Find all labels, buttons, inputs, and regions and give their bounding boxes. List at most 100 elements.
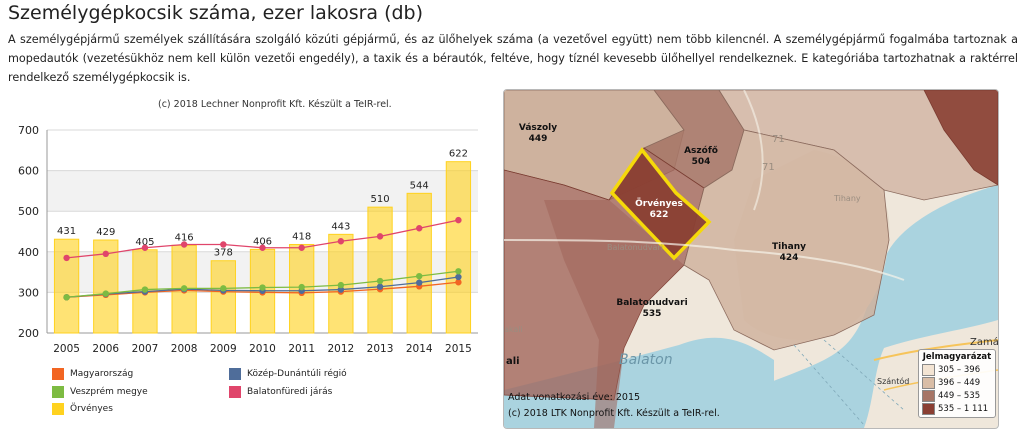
map-road xyxy=(504,239,905,281)
cars-per-thousand-chart: 200 300 400 500 600 700 431 429 405 416 378 406 418 4… xyxy=(18,124,478,355)
series-point xyxy=(220,285,227,292)
legend-item-orvenyes[interactable]: Örvényes xyxy=(52,403,113,415)
region-far-east[interactable] xyxy=(923,90,998,186)
grid-band xyxy=(47,170,478,212)
bar-orvenyes xyxy=(53,238,80,334)
region-name: Örvényes xyxy=(635,199,683,209)
legend-label: Magyarország xyxy=(70,369,134,379)
x-tick-label: 2011 xyxy=(288,343,315,355)
region-name: Aszófő xyxy=(684,146,718,156)
map-legend-row: 535 – 1 111 xyxy=(922,402,992,415)
region-value: 449 xyxy=(528,134,548,144)
series-point xyxy=(298,244,305,251)
series-point xyxy=(180,285,188,292)
map-lake-balaton xyxy=(504,337,774,428)
map-data-year: Adat vonatkozási éve: 2015 xyxy=(508,392,641,403)
y-tick-label: 200 xyxy=(18,327,39,340)
series-point xyxy=(376,277,384,285)
chart-credit: (c) 2018 Lechner Nonprofit Kft. Készült … xyxy=(158,99,392,110)
series-point xyxy=(259,284,266,291)
x-tick-label: 2005 xyxy=(53,343,80,355)
region-value: 622 xyxy=(649,210,669,220)
choropleth-map[interactable] xyxy=(504,90,998,428)
region-tihany[interactable] xyxy=(683,129,890,351)
map-label-tihany: Tihany 424 xyxy=(772,242,806,264)
map-legend-row: 305 – 396 xyxy=(922,363,992,376)
page-title: Személygépkocsik száma, ezer lakosra (db… xyxy=(8,2,424,24)
legend-swatch xyxy=(52,403,64,415)
legend-item-magyarorszag[interactable]: Magyarország xyxy=(52,368,133,380)
bar-orvenyes xyxy=(210,260,236,334)
map-text-akali: akali xyxy=(504,325,523,334)
series-point xyxy=(455,216,462,224)
series-point xyxy=(102,250,109,258)
map-legend-label: 305 – 396 xyxy=(938,364,981,375)
map-text-szantod: Szántód xyxy=(877,377,910,386)
y-tick-label: 400 xyxy=(18,246,39,259)
y-tick-label: 300 xyxy=(18,286,39,299)
series-point xyxy=(220,241,227,248)
legend-swatch xyxy=(52,386,64,398)
region-balatonudvari-south[interactable] xyxy=(544,200,684,428)
map-legend-swatch xyxy=(922,402,935,415)
map-label-orvenyes: Örvényes 622 xyxy=(635,199,683,221)
bar-orvenyes xyxy=(406,192,432,334)
bar-data-label: 510 xyxy=(370,194,389,205)
region-value: 424 xyxy=(779,253,799,263)
series-point xyxy=(259,244,266,251)
bar-orvenyes xyxy=(445,161,472,334)
series-point xyxy=(376,233,384,240)
map-legend: Jelmagyarázat 305 – 396 396 – 449 449 – … xyxy=(918,349,996,418)
legend-item-veszprem-megye[interactable]: Veszprém megye xyxy=(52,386,148,398)
bar-data-label: 429 xyxy=(96,227,115,238)
map-legend-label: 396 – 449 xyxy=(938,377,981,388)
bar-data-label: 378 xyxy=(214,248,233,259)
legend-item-kozep-dunantul[interactable]: Közép-Dunántúli régió xyxy=(229,368,347,380)
region-value: 535 xyxy=(642,309,662,319)
map-text-ali: ali xyxy=(506,356,520,367)
series-point xyxy=(141,286,149,293)
y-tick-label: 700 xyxy=(18,124,39,137)
map-shore-road xyxy=(873,339,998,361)
legend-label: Balatonfüredi járás xyxy=(247,387,333,397)
map-text-balatonudvari-town: Balatonudvari xyxy=(607,243,663,252)
map-text-zamardi: Zamár xyxy=(970,337,999,348)
map-legend-swatch xyxy=(922,389,935,402)
series-point xyxy=(455,268,462,275)
region-name: Vászoly xyxy=(518,123,558,133)
y-tick-label: 600 xyxy=(18,165,39,178)
legend-label: Örvényes xyxy=(70,404,113,414)
x-tick-label: 2013 xyxy=(367,343,394,355)
series-point xyxy=(102,290,109,297)
x-tick-label: 2012 xyxy=(327,343,354,355)
bar-data-label: 416 xyxy=(175,232,194,243)
map-text-71b: 71 xyxy=(762,162,775,173)
map-panel[interactable]: 71 71 Tihany Balatonudvari Balaton akali… xyxy=(503,89,999,429)
bar-orvenyes xyxy=(367,206,393,334)
map-text-71: 71 xyxy=(772,134,785,145)
bar-data-label: 544 xyxy=(410,180,429,191)
map-legend-title: Jelmagyarázat xyxy=(922,352,992,362)
x-tick-label: 2014 xyxy=(406,343,433,355)
map-text-balaton: Balaton xyxy=(619,352,673,368)
bar-data-label: 405 xyxy=(135,237,154,248)
map-label-aszofo: Aszófő 504 xyxy=(684,146,718,168)
chart-legend: Magyarország Közép-Dunántúli régió Veszp… xyxy=(52,368,472,418)
page-description: A személygépjármű személyek szállítására… xyxy=(8,33,1018,84)
series-point xyxy=(141,244,149,251)
series-point xyxy=(455,273,462,281)
bar-data-label: 431 xyxy=(57,226,76,237)
map-credit: (c) 2018 LTK Nonprofit Kft. Készült a Te… xyxy=(508,408,720,419)
y-tick-label: 500 xyxy=(18,205,39,218)
region-name: Tihany xyxy=(772,242,806,252)
series-point xyxy=(416,225,423,232)
legend-item-balatonfuredi-jaras[interactable]: Balatonfüredi járás xyxy=(229,386,332,398)
series-point xyxy=(455,279,462,286)
bar-data-label: 418 xyxy=(292,231,311,242)
grid-band xyxy=(47,130,478,171)
x-tick-label: 2006 xyxy=(92,343,119,355)
map-legend-row: 396 – 449 xyxy=(922,376,992,389)
region-orvenyes[interactable] xyxy=(609,147,712,261)
map-legend-row: 449 – 535 xyxy=(922,389,992,402)
x-tick-label: 2007 xyxy=(132,343,159,355)
